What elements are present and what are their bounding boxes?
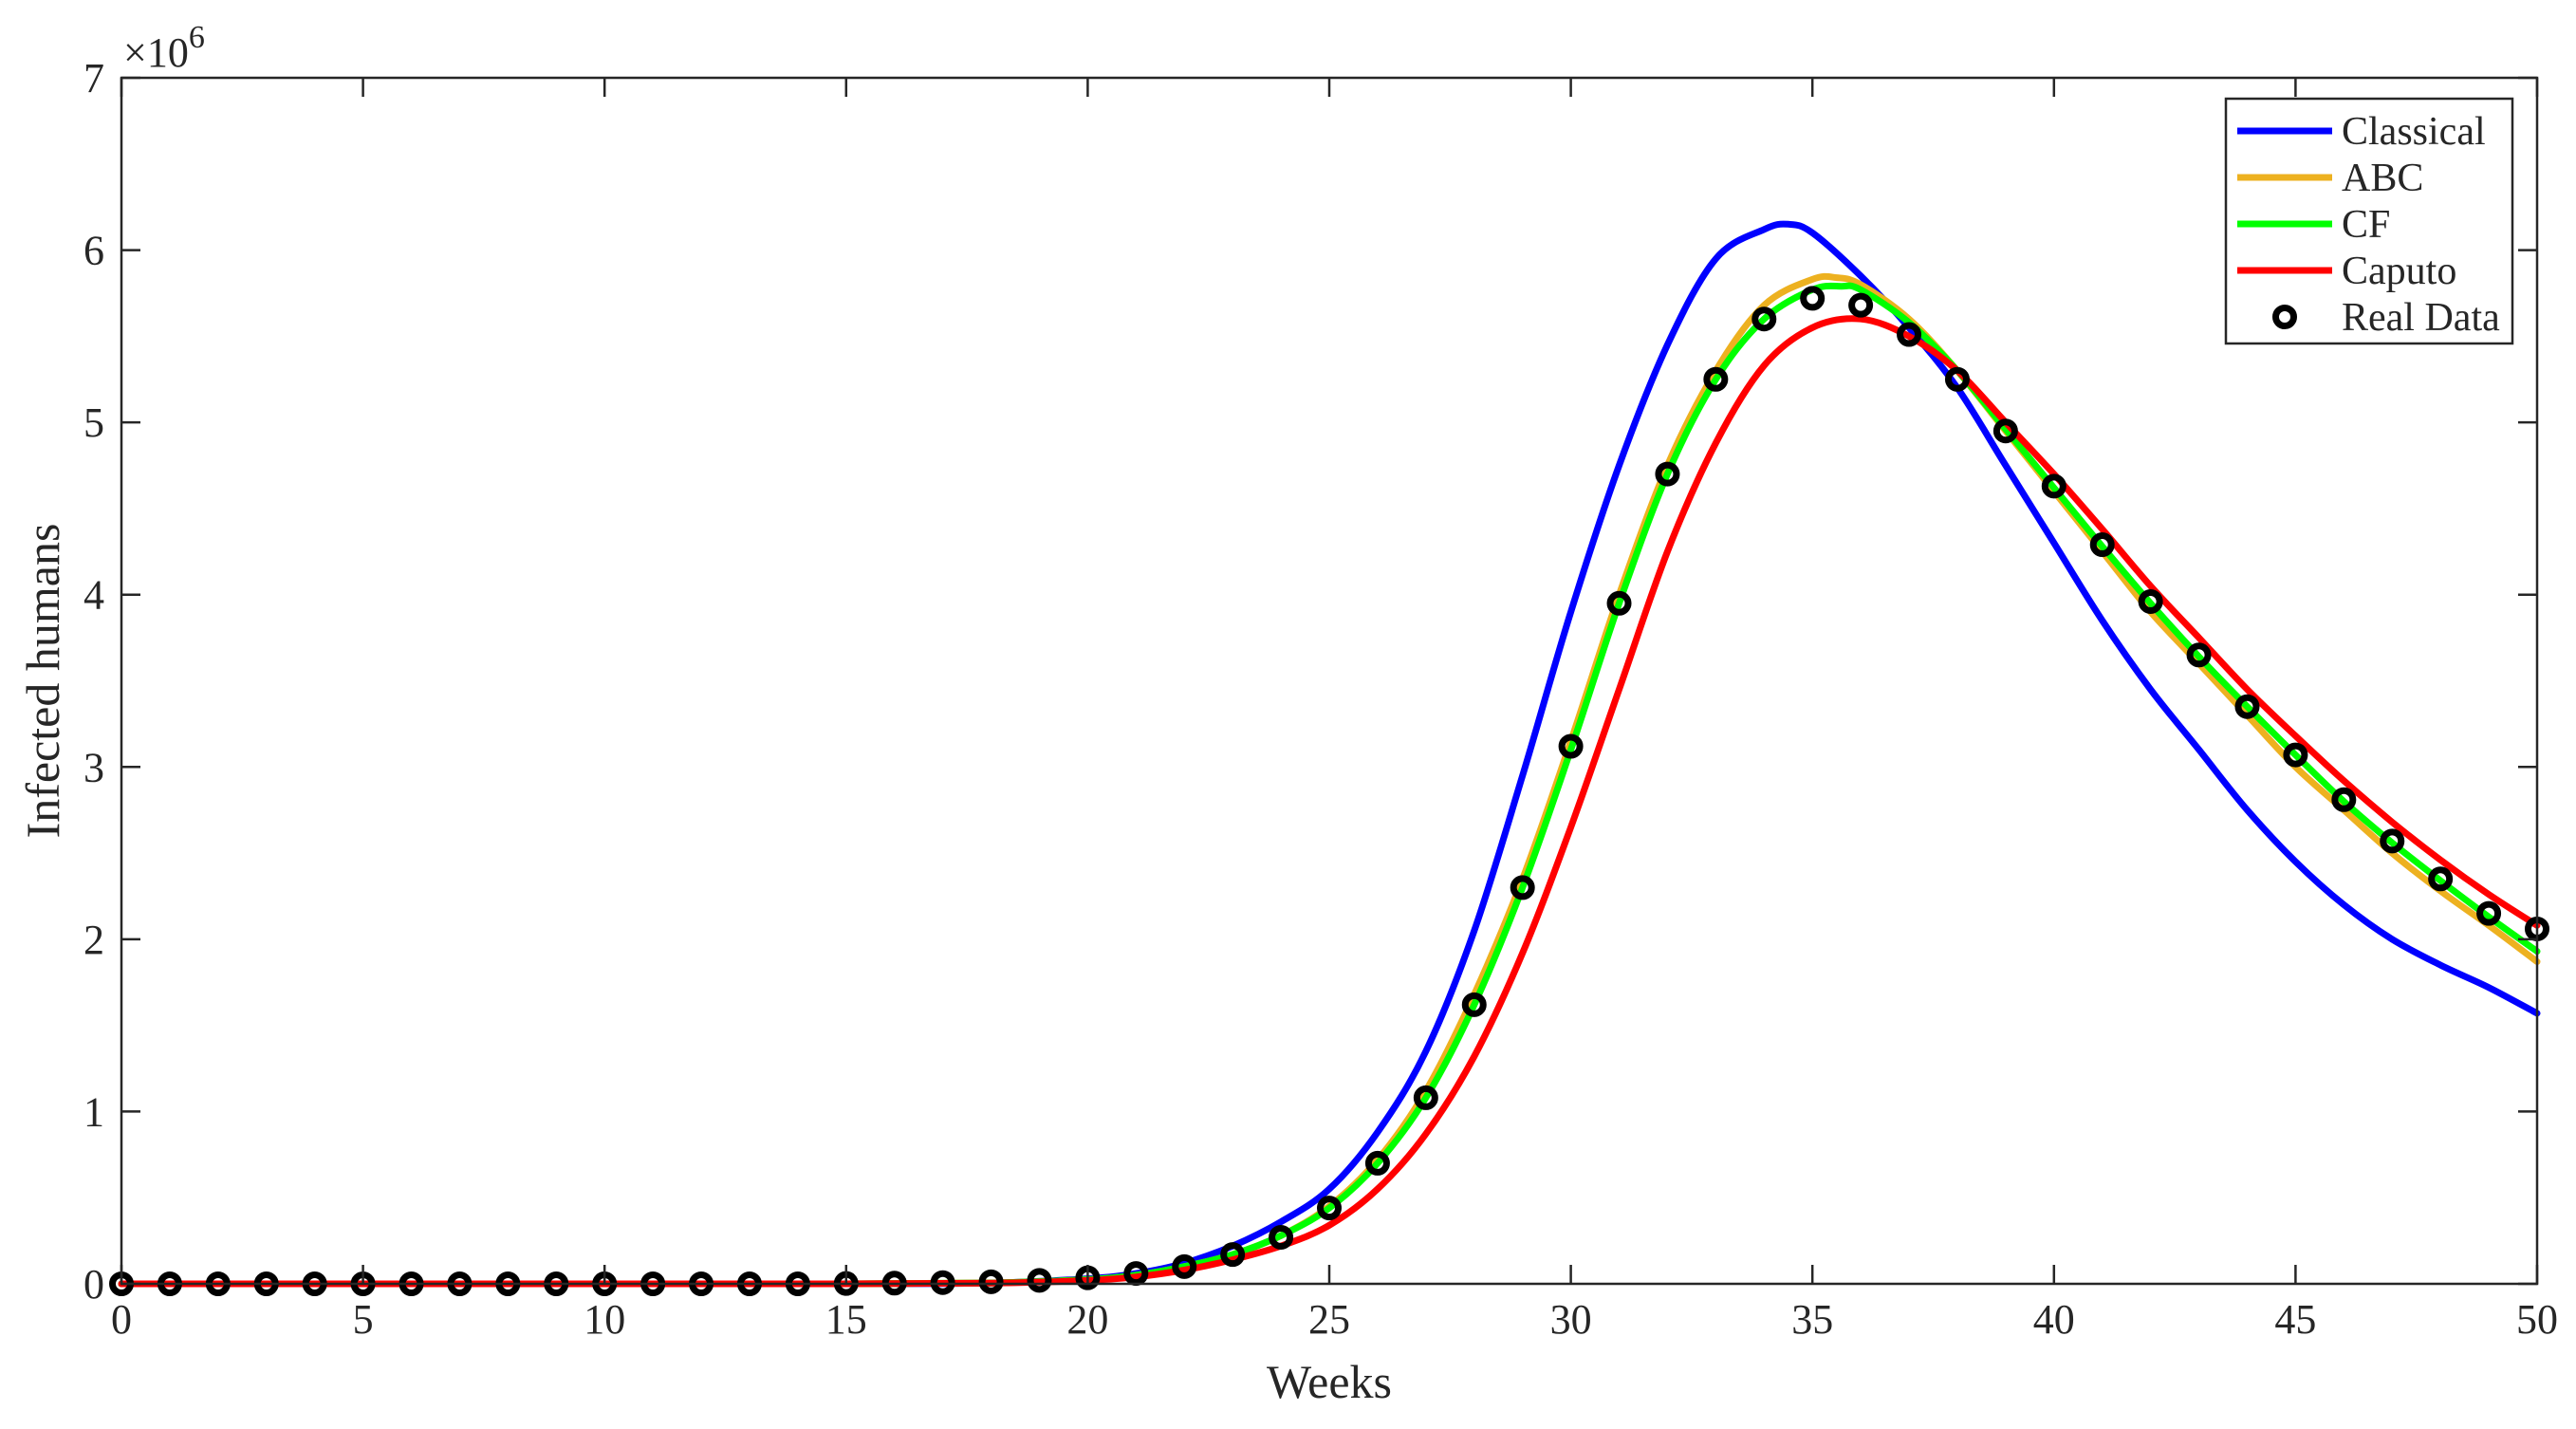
y-tick-label: 6	[83, 228, 104, 274]
x-tick-label: 40	[2033, 1296, 2075, 1343]
data-point	[1606, 590, 1632, 616]
data-point	[1027, 1268, 1052, 1293]
data-point	[930, 1270, 955, 1295]
data-point	[2380, 828, 2405, 854]
data-point	[2283, 742, 2308, 768]
data-point	[2476, 900, 2502, 926]
data-point	[1897, 322, 1922, 347]
data-point	[1413, 1085, 1438, 1110]
data-point	[1800, 286, 1825, 311]
x-tick-label: 15	[825, 1296, 867, 1343]
legend-item-real-data: Real Data	[2272, 296, 2500, 340]
data-point	[1364, 1150, 1390, 1176]
y-axis-multiplier-exponent: 6	[189, 20, 205, 55]
data-point	[1558, 733, 1584, 759]
data-point	[1269, 1224, 1294, 1250]
data-point	[1461, 992, 1487, 1017]
legend-label: Caputo	[2342, 250, 2456, 293]
data-point	[1123, 1261, 1149, 1287]
legend-label: Classical	[2342, 110, 2486, 154]
data-point	[1703, 366, 1729, 392]
legend-item-caputo: Caputo	[2237, 250, 2456, 293]
x-tick-label: 10	[584, 1296, 625, 1343]
x-tick-label: 20	[1066, 1296, 1108, 1343]
y-tick-label: 7	[83, 55, 104, 102]
data-point	[1317, 1196, 1342, 1221]
legend-swatch	[2272, 305, 2297, 329]
data-point	[2331, 787, 2357, 812]
x-axis-label: Weeks	[1267, 1355, 1392, 1408]
y-tick-label: 4	[83, 572, 104, 619]
legend-label: Real Data	[2342, 296, 2500, 340]
data-point	[2428, 866, 2454, 892]
legend-item-classical: Classical	[2237, 110, 2486, 154]
data-point	[1944, 366, 1970, 392]
y-axis-multiplier-base: ×10	[123, 29, 189, 76]
data-point	[1848, 292, 1874, 318]
x-tick-label: 35	[1791, 1296, 1833, 1343]
y-tick-label: 0	[83, 1261, 104, 1308]
data-point	[1751, 306, 1777, 332]
legend-label: CF	[2342, 203, 2390, 247]
x-tick-label: 50	[2516, 1296, 2558, 1343]
x-tick-label: 5	[353, 1296, 374, 1343]
data-point	[1172, 1253, 1197, 1279]
plot-area	[121, 78, 2537, 1284]
y-tick-label: 3	[83, 744, 104, 790]
data-point	[1992, 418, 2018, 444]
data-point	[1655, 461, 1680, 487]
data-point	[2138, 588, 2163, 614]
legend-item-cf: CF	[2237, 203, 2390, 247]
x-tick-label: 25	[1308, 1296, 1350, 1343]
data-point	[1510, 875, 1535, 900]
legend-label: ABC	[2342, 157, 2423, 200]
y-axis-label: Infected humans	[16, 524, 69, 839]
y-axis-multiplier: ×106	[123, 20, 205, 76]
x-tick-label: 45	[2274, 1296, 2316, 1343]
legend-item-abc: ABC	[2237, 157, 2423, 200]
y-tick-label: 1	[83, 1088, 104, 1135]
data-point	[2041, 473, 2066, 499]
x-tick-label: 30	[1550, 1296, 1592, 1343]
data-point	[978, 1269, 1004, 1294]
y-tick-label: 2	[83, 917, 104, 963]
data-point	[2234, 694, 2260, 719]
data-point	[1220, 1242, 1246, 1268]
data-point	[2186, 642, 2212, 668]
x-tick-label: 0	[111, 1296, 132, 1343]
data-point	[2089, 532, 2115, 558]
y-tick-label: 5	[83, 399, 104, 446]
